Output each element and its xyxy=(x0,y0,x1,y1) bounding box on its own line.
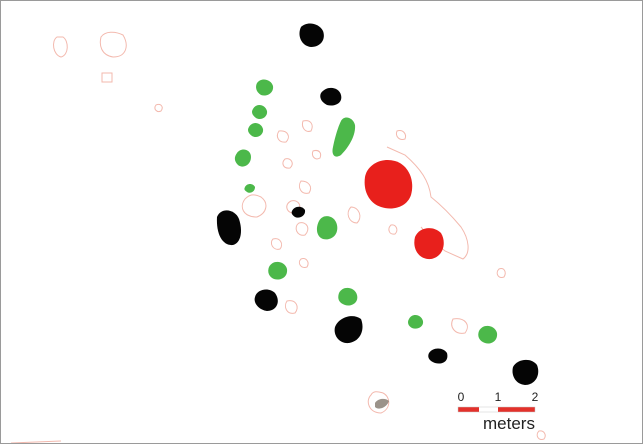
scale-bar: 0 1 2 meters xyxy=(458,390,539,433)
black-features xyxy=(216,23,539,385)
stain-feature xyxy=(375,398,389,409)
outline-feature xyxy=(302,120,313,132)
outline-feature xyxy=(276,130,289,143)
outline-feature xyxy=(154,104,163,112)
outline-feature xyxy=(282,158,293,169)
black-feature xyxy=(512,359,539,385)
red-feature xyxy=(364,159,413,209)
green-feature xyxy=(332,117,356,157)
outline-feature xyxy=(496,268,506,278)
scale-outline xyxy=(457,406,536,413)
green-feature xyxy=(244,184,255,193)
green-feature xyxy=(256,79,274,96)
scale-tick-label: 1 xyxy=(495,390,502,404)
outline-feature xyxy=(284,300,298,314)
green-feature xyxy=(338,287,358,306)
outline-feature xyxy=(10,440,62,443)
outline-feature xyxy=(99,31,127,58)
green-features xyxy=(234,79,498,344)
red-feature xyxy=(414,228,444,260)
outline-feature xyxy=(388,224,398,235)
black-feature xyxy=(216,210,241,246)
outline-feature xyxy=(241,194,267,218)
outline-feature xyxy=(53,36,68,58)
outline-feature xyxy=(270,238,283,250)
green-feature xyxy=(408,315,424,329)
red-features xyxy=(364,159,444,260)
black-feature xyxy=(428,348,448,364)
green-feature xyxy=(248,123,264,138)
black-feature xyxy=(320,87,342,106)
outline-feature xyxy=(396,130,406,140)
outline-feature xyxy=(386,146,469,260)
green-feature xyxy=(316,216,338,240)
green-feature xyxy=(478,325,498,344)
scale-segment xyxy=(479,407,498,412)
outline-feature xyxy=(295,222,309,236)
black-feature xyxy=(254,289,278,311)
scale-segment xyxy=(458,407,479,412)
scale-segment xyxy=(498,407,535,412)
scale-tick-label: 2 xyxy=(532,390,539,404)
green-feature xyxy=(268,261,288,280)
black-feature xyxy=(291,206,306,218)
scale-tick-label: 0 xyxy=(458,390,465,404)
green-feature xyxy=(234,149,251,167)
outline-feature xyxy=(347,206,361,224)
outline-feature xyxy=(298,180,312,194)
black-feature xyxy=(299,23,324,47)
black-feature xyxy=(334,316,363,344)
outline-feature xyxy=(367,391,390,414)
outline-feature xyxy=(451,318,468,334)
feature-outlines xyxy=(10,31,546,443)
outline-feature xyxy=(298,258,309,268)
outline-feature xyxy=(536,430,546,440)
scale-unit-label: meters xyxy=(483,414,535,433)
green-feature xyxy=(252,105,268,120)
outline-feature xyxy=(101,72,113,83)
outline-feature xyxy=(312,150,322,160)
